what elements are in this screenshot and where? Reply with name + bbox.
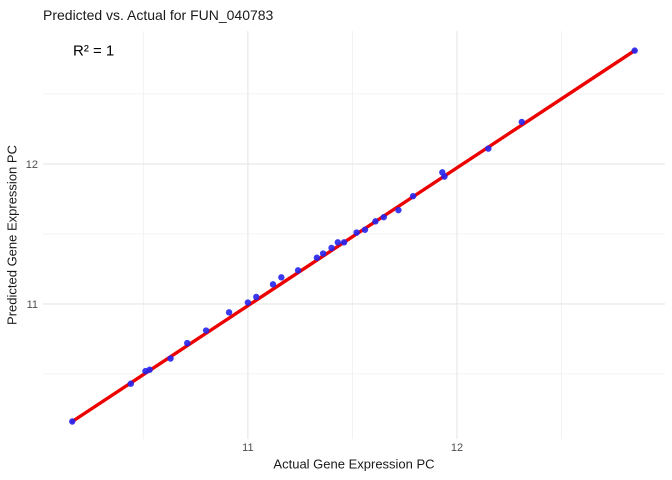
data-point	[253, 293, 260, 301]
data-point	[278, 274, 285, 281]
y-tick-label: 11	[27, 299, 38, 311]
y-tick-label: 12	[26, 159, 38, 171]
data-point	[225, 309, 233, 316]
data-point	[313, 254, 321, 261]
data-point	[380, 213, 387, 221]
data-point	[184, 339, 191, 347]
data-point	[372, 218, 379, 225]
data-point	[127, 380, 135, 387]
data-point	[294, 267, 302, 274]
data-points-group	[69, 47, 638, 425]
data-point	[167, 355, 174, 362]
data-point	[353, 229, 360, 236]
data-point	[361, 226, 369, 233]
data-point	[395, 206, 402, 214]
data-point	[146, 366, 153, 373]
y-axis-tick-labels: 11 12	[26, 159, 38, 311]
data-point	[518, 118, 525, 126]
data-point	[202, 327, 210, 334]
data-point	[441, 173, 448, 180]
x-tick-label: 11	[242, 442, 253, 454]
x-tick-label: 12	[451, 442, 463, 454]
data-point	[631, 47, 638, 54]
x-axis-tick-labels: 11 12	[242, 442, 463, 454]
r-squared-annotation: R² = 1	[73, 42, 115, 60]
data-point	[319, 250, 327, 257]
data-point	[409, 192, 417, 200]
data-point	[485, 145, 492, 152]
data-point	[244, 299, 252, 306]
data-point	[269, 281, 277, 288]
data-point	[328, 244, 335, 252]
regression-line-group	[70, 48, 637, 424]
major-gridlines	[43, 31, 665, 439]
regression-line	[70, 48, 637, 424]
chart-title: Predicted vs. Actual for FUN_040783	[43, 7, 274, 23]
y-axis-title: Predicted Gene Expression PC	[4, 145, 20, 325]
x-axis-title: Actual Gene Expression PC	[273, 456, 435, 472]
data-point	[334, 239, 341, 246]
data-point	[340, 239, 348, 246]
data-point	[69, 418, 76, 425]
